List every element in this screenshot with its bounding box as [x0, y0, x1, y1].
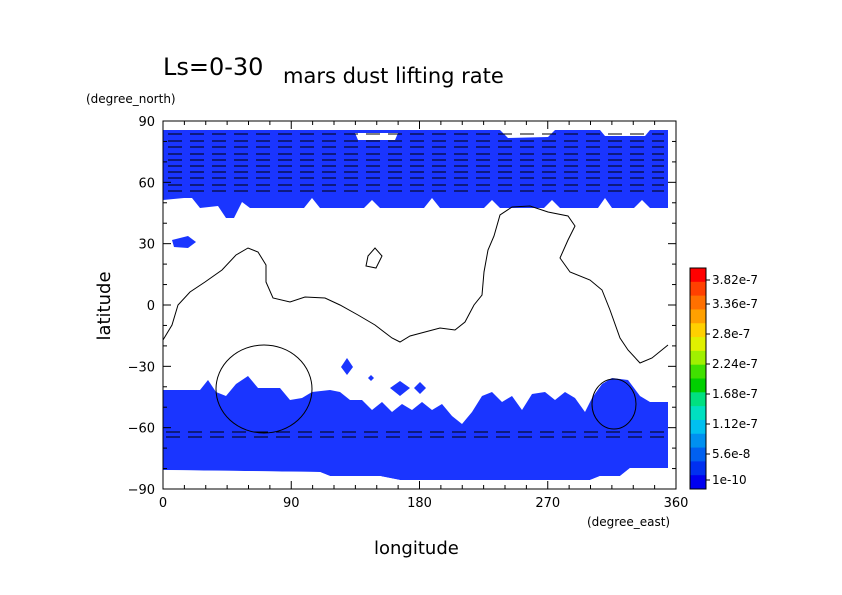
colorbar-label: 3.82e-7	[712, 273, 758, 287]
colorbar-swatch	[690, 475, 706, 490]
blob-nw	[172, 236, 196, 248]
colorbar: 3.82e-7 3.36e-7 2.8e-7 2.24e-7 1.68e-7 1.12e-…	[689, 267, 758, 490]
south-polar-band	[163, 376, 668, 480]
contour-circle-east	[591, 378, 637, 430]
colorbar-label: 1.68e-7	[712, 387, 758, 401]
x-tick-label: 270	[535, 496, 560, 511]
x-tick-label: 360	[664, 496, 689, 511]
x-tick-label: 180	[407, 496, 432, 511]
colorbar-swatch	[690, 295, 706, 310]
chart-title: mars dust lifting rate	[283, 64, 504, 88]
colorbar-swatch	[690, 406, 706, 421]
colorbar-swatch	[690, 392, 706, 407]
colorbar-swatch	[690, 309, 706, 324]
x-tick-label: 90	[283, 496, 300, 511]
colorbar-swatch	[690, 461, 706, 476]
colorbar-swatch	[690, 447, 706, 462]
y-tick-label: −60	[128, 422, 155, 437]
colorbar-swatch	[690, 350, 706, 366]
colorbar-label: 5.6e-8	[712, 447, 750, 461]
colorbar-swatch	[690, 364, 706, 379]
colorbar-frame	[689, 267, 707, 490]
x-axis-title: longitude	[374, 538, 459, 559]
colorbar-label: 2.24e-7	[712, 357, 758, 371]
dust-field-layer	[163, 130, 668, 490]
title-prefix: Ls=0-30	[163, 53, 263, 81]
colorbar-swatch	[690, 433, 706, 449]
colorbar-label: 1e-10	[712, 473, 747, 487]
north-polar-band	[163, 130, 668, 218]
x-unit-label: (degree_east)	[587, 515, 670, 529]
x-tick-label: 0	[159, 496, 167, 511]
colorbar-swatch	[690, 378, 706, 393]
contour-hatch-layer	[166, 133, 664, 438]
contour-lines	[162, 205, 669, 434]
y-tick-label: 30	[138, 238, 155, 253]
y-unit-label: (degree_north)	[86, 92, 176, 106]
y-tick-label: 60	[138, 176, 155, 191]
colorbar-swatch	[690, 419, 706, 435]
colorbar-label: 1.12e-7	[712, 417, 758, 431]
y-tick-label: −30	[128, 360, 155, 375]
colorbar-swatch	[690, 281, 706, 297]
contour-main	[162, 205, 669, 364]
colorbar-swatch	[690, 323, 706, 338]
y-tick-label: 0	[147, 299, 155, 314]
contour-small-north	[365, 247, 383, 269]
y-tick-label: −90	[128, 483, 155, 498]
colorbar-label: 3.36e-7	[712, 297, 758, 311]
contour-circle-west	[215, 344, 313, 434]
colorbar-swatch	[690, 337, 706, 352]
colorbar-swatch	[690, 268, 706, 283]
y-axis-title: latitude	[94, 271, 115, 340]
y-tick-label: 90	[138, 115, 155, 130]
colorbar-label: 2.8e-7	[712, 327, 750, 341]
axes: 0 90 180 270 360 90 60 30 0 −30 −60 −90	[128, 115, 689, 511]
